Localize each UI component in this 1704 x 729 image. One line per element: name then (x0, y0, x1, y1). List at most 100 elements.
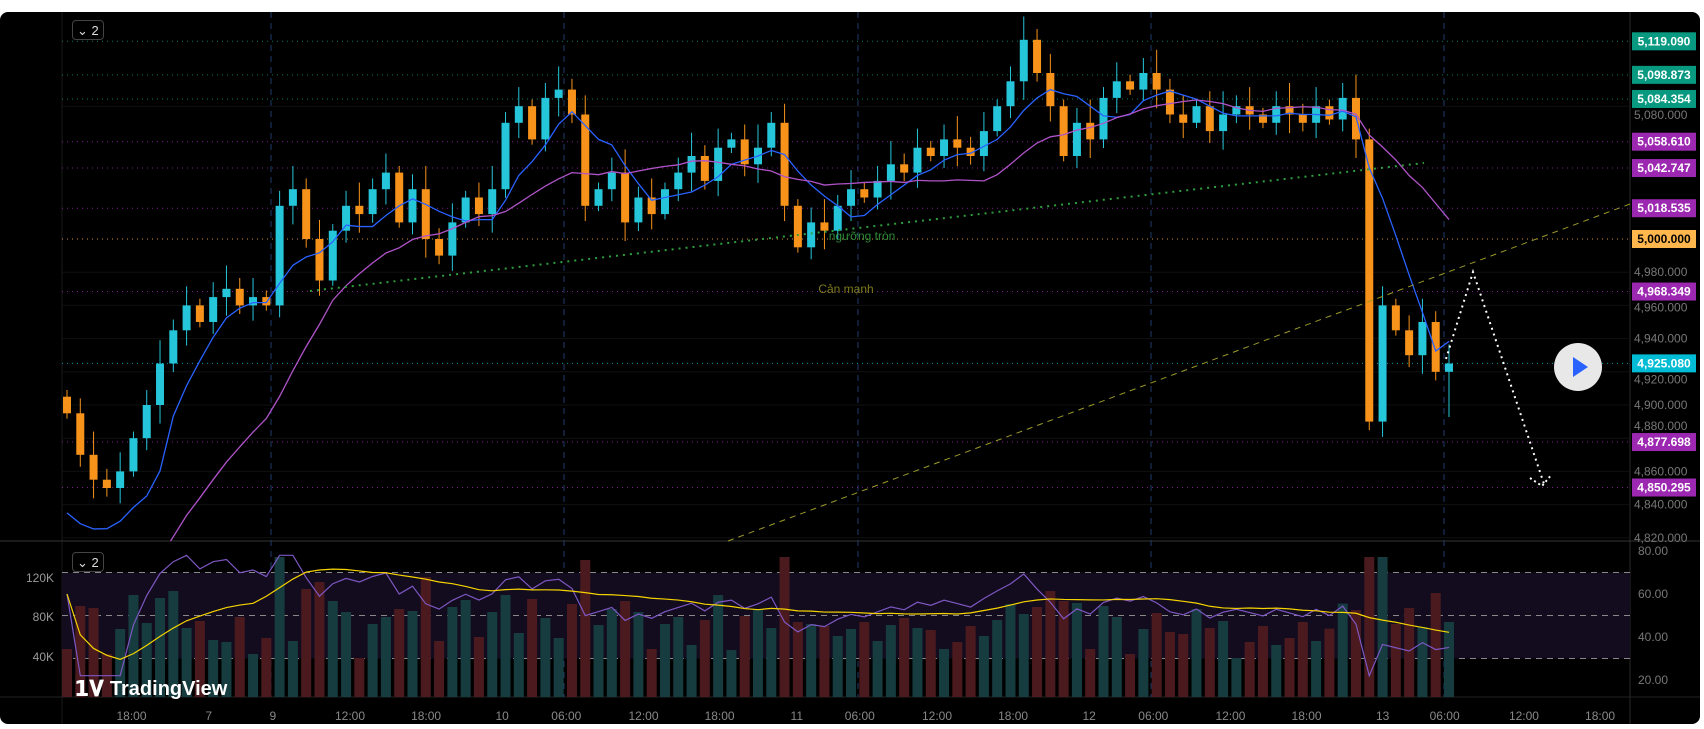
candle-body (1391, 305, 1400, 331)
forecast-arrowhead-icon (1529, 473, 1553, 488)
candle-body (249, 297, 258, 306)
candle-body (528, 106, 537, 140)
candle-body (1192, 106, 1201, 123)
rising-trendline (727, 203, 1631, 542)
volume-bar (965, 626, 976, 697)
candle-body (328, 230, 337, 281)
price-tick: 4,980.000 (1634, 265, 1688, 279)
candle-body (807, 222, 816, 248)
volume-bar (261, 638, 272, 697)
tradingview-logo-text: TradingView (109, 677, 228, 700)
candle-body (501, 122, 510, 190)
volume-bar (407, 611, 418, 697)
forecast-arrow-path (1445, 268, 1545, 485)
volume-bar (513, 633, 524, 697)
time-tick: 06:00 (1430, 709, 1460, 723)
candle-body (89, 454, 98, 480)
volume-bar (1430, 593, 1441, 697)
price-label-box (1632, 132, 1696, 151)
volume-bar (1138, 629, 1149, 697)
candle-body (156, 363, 165, 405)
candle-body (1205, 106, 1214, 132)
volume-bar (420, 577, 431, 697)
volume-bar (659, 624, 670, 697)
time-tick: 06:00 (551, 709, 581, 723)
candle-body (195, 305, 204, 322)
volume-bar (806, 624, 817, 697)
volume-bar (527, 599, 538, 697)
price-label-box (1632, 159, 1696, 178)
volume-bar (1005, 604, 1016, 697)
candle-body (634, 197, 643, 223)
price-tick: 4,880.000 (1634, 419, 1688, 433)
volume-bar (885, 625, 896, 697)
volume-bar (686, 645, 697, 697)
indicator-legend-count: 2 (91, 555, 99, 570)
candle-body (1165, 89, 1174, 115)
candle-body (302, 189, 311, 239)
time-tick: 13 (1376, 709, 1390, 723)
price-tick: 4,940.000 (1634, 332, 1688, 346)
volume-bar (1231, 658, 1242, 697)
candle-body (262, 297, 271, 306)
candle-body (1418, 322, 1427, 356)
volume-bar (208, 640, 219, 697)
volume-bar (75, 606, 86, 697)
volume-bar (487, 612, 498, 697)
candle-body (926, 147, 935, 156)
candle-body (900, 164, 909, 173)
price-label: 5,058.610 (1637, 135, 1691, 149)
candle-body (780, 122, 789, 206)
time-tick: 18:00 (411, 709, 441, 723)
annotation-round-level: ngưỡng tròn (829, 229, 896, 243)
candle-body (1086, 122, 1095, 140)
main-legend-toggle[interactable]: ⌄ 2 (72, 20, 104, 40)
candle-body (1232, 106, 1241, 115)
volume-bar (673, 617, 684, 697)
volume-bar (1125, 654, 1136, 697)
chart-frame[interactable]: 5,080.000 4,980.000 4,960.000 4,940.000 4,92… (0, 12, 1700, 724)
time-tick: 12:00 (1215, 709, 1245, 723)
volume-bar (221, 642, 232, 697)
price-tick: 4,920.000 (1634, 372, 1688, 386)
volume-bar (872, 641, 883, 697)
price-tick: 4,820.000 (1634, 531, 1688, 545)
volume-bar (1390, 624, 1401, 697)
volume-bar (301, 589, 312, 697)
candle-body (1445, 363, 1453, 372)
candle-body (461, 197, 470, 223)
volume-bar (367, 624, 378, 697)
time-tick: 18:00 (998, 709, 1028, 723)
price-label-box (1632, 230, 1696, 248)
candle-body (554, 89, 563, 98)
play-button[interactable] (1554, 343, 1602, 391)
indicator-legend-toggle[interactable]: ⌄ 2 (72, 552, 104, 572)
volume-tick: 80K (33, 610, 54, 624)
candle-body (1285, 106, 1294, 115)
candle-body (847, 189, 856, 206)
candle-body (1298, 114, 1307, 123)
candle-body (727, 139, 736, 148)
candle-body (740, 139, 749, 165)
candle-body (169, 330, 178, 364)
candle-body (488, 189, 497, 215)
rsi-tick: 80.00 (1638, 544, 1668, 558)
candle-body (421, 189, 430, 239)
tradingview-logo[interactable]: 𝟭𝐕 TradingView (74, 676, 227, 702)
volume-bar (779, 557, 790, 697)
volume-bar (1191, 609, 1202, 697)
candle-body (913, 147, 922, 173)
candle-body (102, 479, 111, 488)
main-legend-count: 2 (91, 23, 99, 38)
candle-body (315, 239, 324, 281)
volume-bar (274, 557, 285, 697)
volume-bar (1032, 607, 1043, 697)
volume-bar (792, 622, 803, 697)
volume-bar (341, 612, 352, 697)
price-label: 5,042.747 (1637, 161, 1691, 175)
chart-canvas[interactable]: 5,080.000 4,980.000 4,960.000 4,940.000 4,92… (0, 12, 1700, 724)
price-label: 5,018.535 (1637, 201, 1691, 215)
time-tick: 18:00 (1585, 709, 1615, 723)
time-tick: 12 (1082, 709, 1096, 723)
candle-body (594, 189, 603, 206)
